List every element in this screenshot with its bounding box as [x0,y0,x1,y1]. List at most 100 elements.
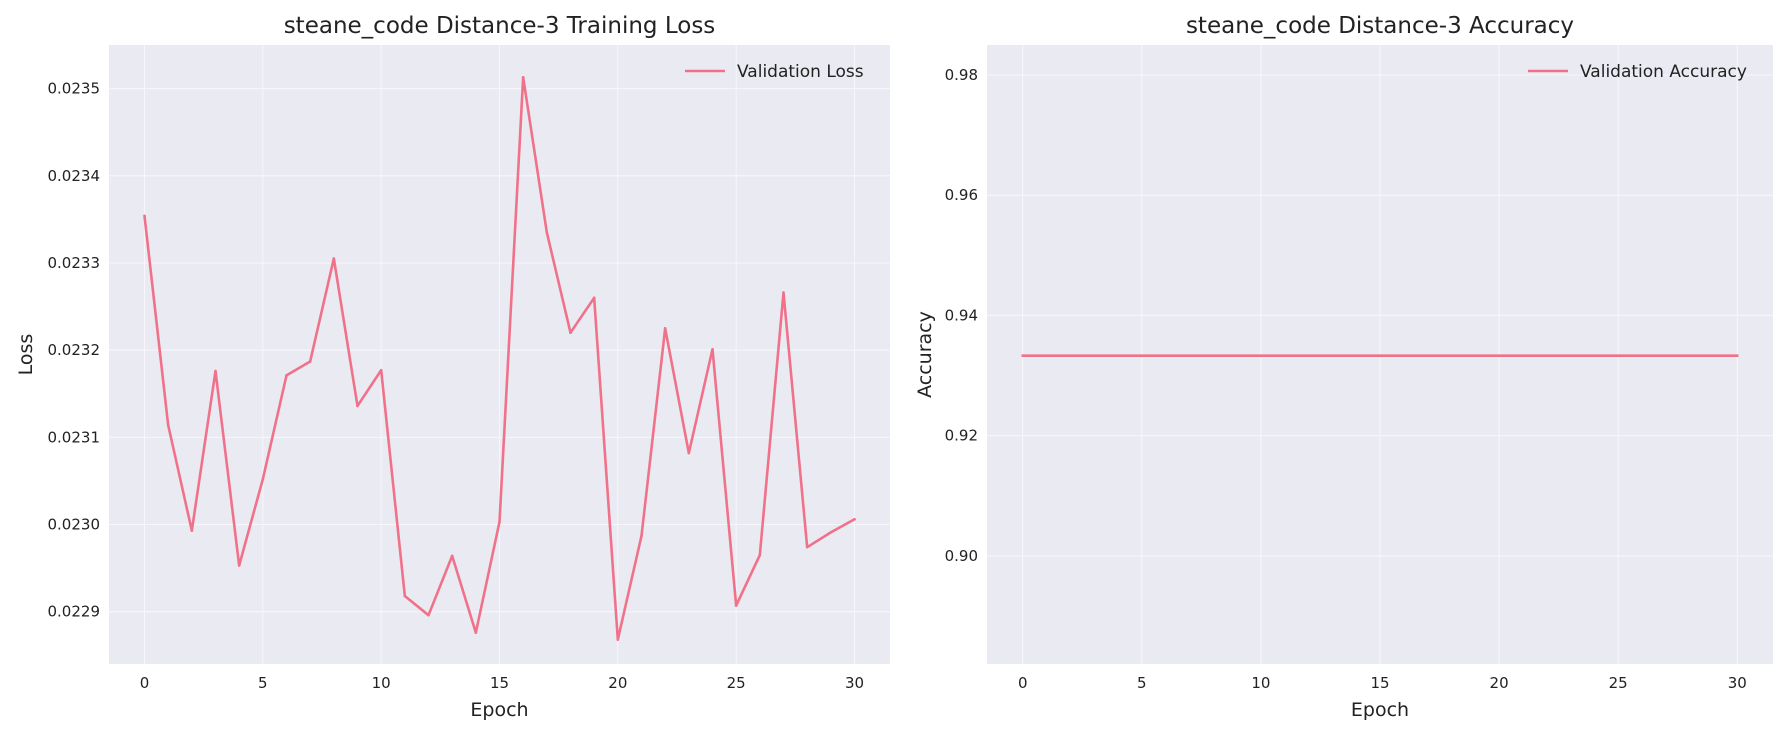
x-tick-label: 20 [1490,674,1509,692]
data-point [1354,354,1358,358]
x-axis-label: Epoch [1351,699,1409,721]
data-point [734,604,738,607]
data-point [1473,354,1477,358]
data-point [569,331,572,335]
data-point [1402,354,1406,358]
data-point [356,404,359,408]
data-point [805,545,809,549]
data-point [1688,354,1691,358]
x-tick-label: 15 [1370,674,1389,692]
data-point [1307,354,1310,358]
data-point [1259,354,1263,358]
legend-label: Validation Accuracy [1580,62,1747,82]
data-point [403,594,407,598]
data-point [545,231,549,234]
data-point [1497,354,1501,358]
x-tick-label: 20 [608,674,627,692]
data-point [1450,354,1453,358]
y-tick-label: 0.0229 [48,603,101,621]
data-point [190,529,194,532]
data-point [1664,354,1668,358]
data-point [640,534,643,538]
data-point [1712,354,1715,358]
data-point [663,327,667,330]
y-tick-label: 0.90 [945,547,978,565]
x-tick-label: 0 [1018,674,1028,692]
data-point [1283,354,1287,358]
x-tick-label: 25 [1609,674,1628,692]
data-point [332,257,336,260]
y-tick-label: 0.94 [945,306,978,324]
y-tick-label: 0.0232 [48,341,101,359]
chart-panels: 0 5 10 15 20 25 30 0.0229 0.0230 0.0231 0.0232 0.02… [15,13,1773,721]
chart-title: steane_code Distance-3 Accuracy [1186,13,1574,39]
data-point [166,423,170,427]
data-point [427,613,430,617]
data-point [1069,354,1072,358]
data-point [261,477,265,481]
data-point [1545,354,1549,358]
data-point [1021,354,1025,358]
data-point [1092,354,1096,358]
y-tick-label: 0.96 [945,186,978,204]
data-point [1211,354,1215,358]
data-point [782,291,785,294]
y-tick-label: 0.92 [945,427,978,445]
x-tick-label: 30 [1728,674,1747,692]
chart-title: steane_code Distance-3 Training Loss [284,13,716,39]
data-point [592,296,596,300]
data-point [1616,354,1620,358]
data-point [1735,354,1739,358]
data-point [758,553,762,557]
data-point [1569,354,1572,358]
y-tick-label: 0.98 [945,66,978,84]
x-tick-label: 10 [1251,674,1270,692]
x-tick-label: 5 [258,674,268,692]
data-point [1235,354,1239,358]
legend-label: Validation Loss [737,62,864,82]
data-point [1640,354,1644,358]
data-point [143,214,146,218]
y-tick-label: 0.0234 [48,167,101,185]
data-point [498,520,501,524]
data-point [1331,354,1334,358]
data-point [379,368,383,372]
data-point [1521,354,1525,358]
x-tick-label: 10 [372,674,391,692]
data-point [1426,354,1429,358]
y-axis-label: Accuracy [914,311,936,398]
x-tick-label: 15 [490,674,509,692]
chart-panel-1: 0 5 10 15 20 25 30 0.0229 0.0230 0.0231 0.0232 0.02… [15,13,890,721]
x-tick-label: 5 [1137,674,1147,692]
data-point [853,517,856,521]
x-axis-label: Epoch [470,699,528,721]
data-point [711,347,714,351]
y-tick-label: 0.0230 [48,516,101,534]
data-point [1188,354,1191,358]
data-point [285,374,288,377]
chart-panel-2: 0 5 10 15 20 25 30 0.90 0.92 0.94 0.96 0.98 steane_c… [914,13,1773,721]
data-point [616,638,620,641]
data-point [1116,354,1120,358]
data-point [829,531,833,534]
data-point [1593,354,1596,358]
y-axis-label: Loss [15,334,37,376]
data-point [1140,354,1144,358]
data-point [687,451,691,455]
y-tick-label: 0.0233 [48,254,101,272]
data-point [474,631,478,634]
data-point [1164,354,1167,358]
data-point [1045,354,1048,358]
data-point [1378,354,1382,358]
data-point [308,360,312,363]
data-point [214,369,217,373]
x-tick-label: 25 [727,674,746,692]
x-tick-label: 0 [140,674,150,692]
data-point [521,75,525,79]
x-tick-label: 30 [845,674,864,692]
data-point [450,554,454,558]
data-point [237,564,241,567]
y-tick-label: 0.0231 [48,428,101,446]
y-tick-label: 0.0235 [48,80,101,98]
